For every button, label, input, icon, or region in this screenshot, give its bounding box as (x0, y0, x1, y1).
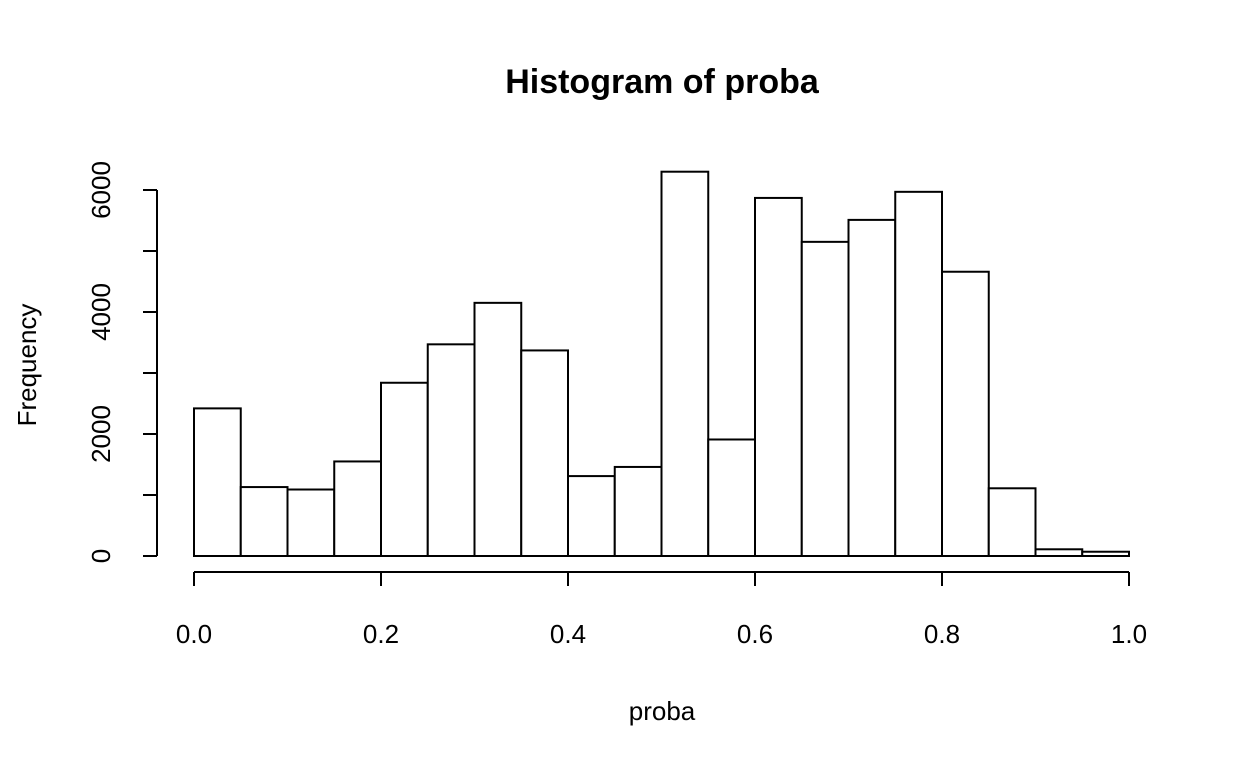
histogram-bar (894, 190, 943, 558)
x-axis: 0.0 0.2 0.4 0.6 0.8 1.0 (176, 571, 1147, 649)
x-axis-label: proba (629, 696, 696, 726)
x-tick-label: 0.6 (737, 619, 773, 649)
y-tick-label: 6000 (86, 161, 116, 219)
histogram-bar (847, 218, 897, 557)
histogram-bar (800, 240, 850, 557)
histogram-bar (707, 438, 756, 557)
histogram-bar (941, 270, 990, 557)
histogram-bar (333, 460, 382, 558)
histogram-bar (613, 465, 663, 557)
histogram-bar (1034, 548, 1084, 557)
histogram-bar (1081, 550, 1130, 557)
histogram-bar (473, 301, 523, 557)
histogram-bar (520, 349, 569, 557)
y-axis-label: Frequency (12, 304, 42, 427)
chart-title: Histogram of proba (505, 63, 820, 101)
x-tick-label: 1.0 (1111, 619, 1147, 649)
x-tick-label: 0.8 (924, 619, 960, 649)
y-tick-label: 0 (86, 549, 116, 563)
x-tick-label: 0.0 (176, 619, 212, 649)
x-tick-label: 0.2 (363, 619, 399, 649)
histogram-bar (754, 196, 803, 557)
bars-group (193, 170, 1130, 558)
histogram-bar (380, 381, 429, 558)
histogram-bar (987, 487, 1037, 558)
histogram-bar (660, 170, 710, 557)
histogram-bar (286, 488, 336, 558)
histogram-bar (239, 486, 289, 558)
x-tick-label: 0.4 (550, 619, 586, 649)
histogram-bar (426, 343, 476, 557)
y-tick-label: 4000 (86, 283, 116, 341)
y-tick-label: 2000 (86, 405, 116, 463)
y-axis: 0 2000 4000 6000 (86, 161, 158, 563)
histogram-bar (193, 407, 242, 557)
histogram-bar (567, 475, 616, 557)
